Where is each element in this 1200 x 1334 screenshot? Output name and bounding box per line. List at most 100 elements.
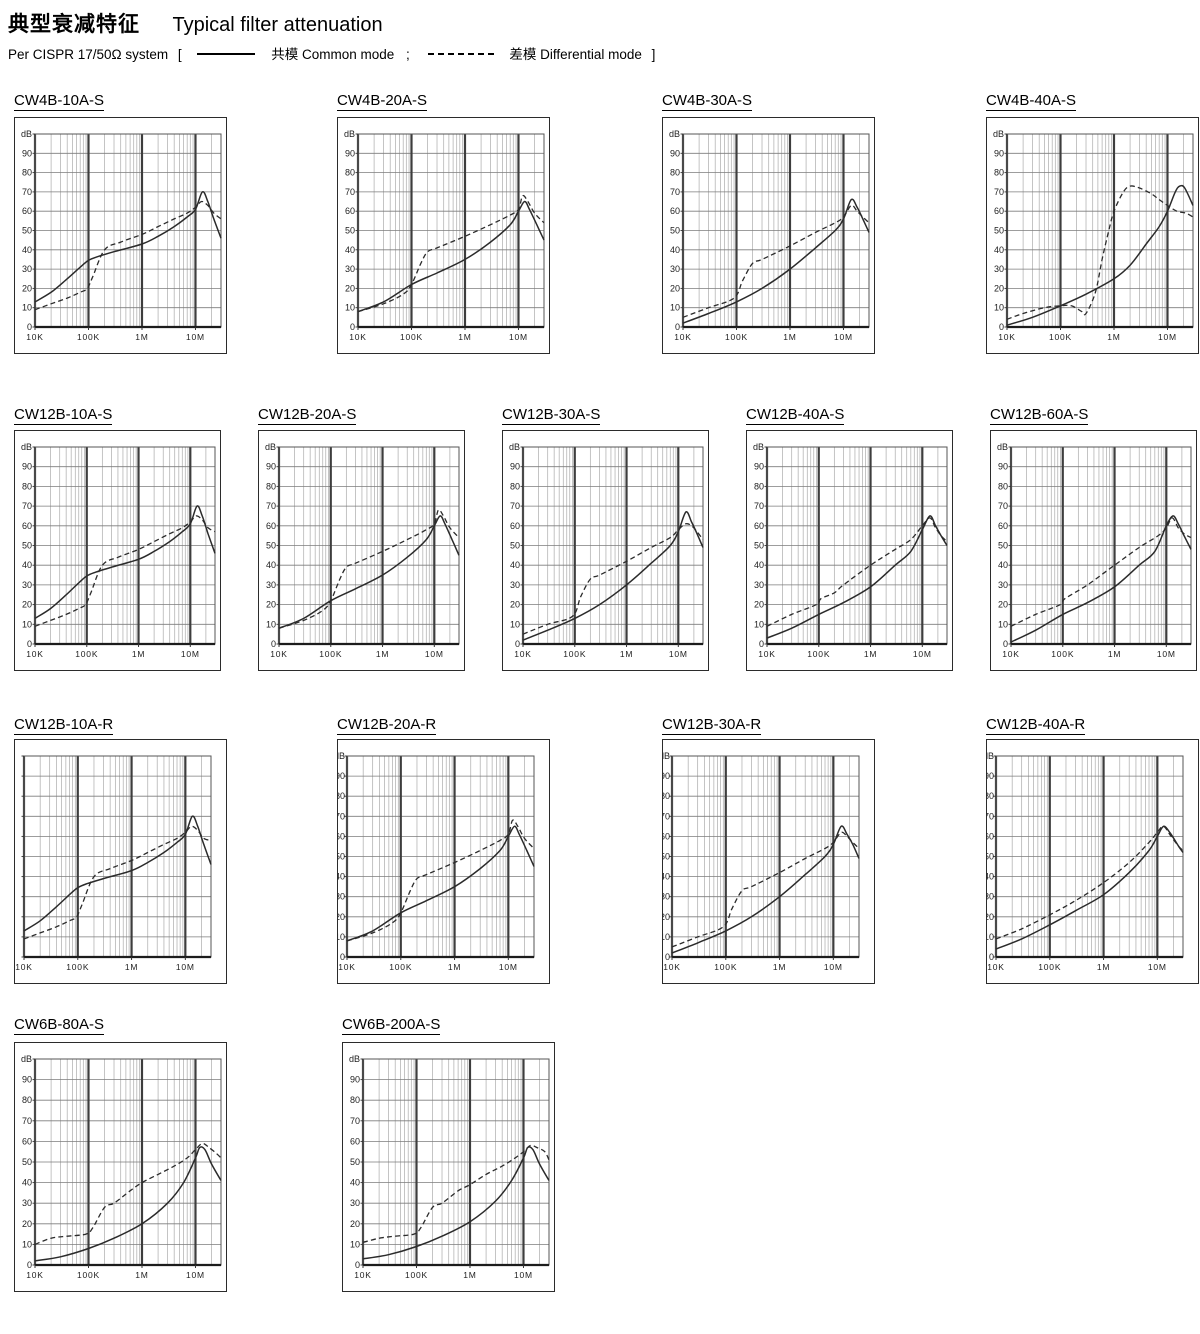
y-tick-label: 90 (22, 148, 32, 158)
chart-title: CW4B-10A-S (14, 92, 105, 111)
y-tick-label: 60 (754, 521, 764, 531)
y-tick-label: 80 (754, 481, 764, 491)
y-tick-label: 40 (350, 1178, 360, 1188)
y-tick-label: 60 (22, 1136, 32, 1146)
common-mode-curve (357, 200, 545, 313)
y-tick-label: 60 (266, 521, 276, 531)
x-tick-label: 100K (400, 332, 423, 342)
y-tick-label: 70 (994, 187, 1004, 197)
x-tick-label: 10M (509, 332, 528, 342)
differential-mode-curve (346, 819, 535, 942)
y-tick-label: 60 (663, 831, 670, 841)
x-tick-label: 10M (824, 962, 843, 972)
x-tick-label: 1M (448, 962, 461, 972)
differential-mode-curve (34, 515, 216, 627)
y-tick-label: 80 (22, 1095, 32, 1105)
x-tick-label: 1M (463, 1270, 476, 1280)
y-tick-label: 10 (994, 303, 1004, 313)
chart-title: CW12B-30A-S (502, 406, 601, 425)
y-tick-label: 10 (663, 932, 670, 942)
y-tick-label: 0 (355, 1260, 360, 1270)
y-tick-label: 40 (663, 872, 670, 882)
chart-cw12b-10a-s: CW12B-10A-S dB 90 80 70 60 50 40 30 20 10 0 10K 100K 1… (14, 406, 221, 671)
y-tick-label: 80 (670, 168, 680, 178)
y-tick-label: 30 (754, 580, 764, 590)
chart-title: CW12B-60A-S (990, 406, 1089, 425)
y-tick-label: 60 (510, 521, 520, 531)
y-tick-label: 40 (994, 245, 1004, 255)
y-tick-label: 90 (22, 462, 32, 472)
y-tick-label: 20 (987, 912, 994, 922)
y-tick-label: dB (265, 442, 276, 452)
x-tick-label: 100K (66, 962, 89, 972)
common-mode-curve (34, 1146, 222, 1262)
y-tick-label: 0 (759, 639, 764, 649)
x-tick-label: 10M (1158, 332, 1177, 342)
differential-mode-label: 差模 Differential mode (509, 47, 642, 62)
y-tick-label: 80 (345, 168, 355, 178)
y-tick-label: 30 (22, 1198, 32, 1208)
y-tick-label: 80 (510, 481, 520, 491)
y-tick-label: 10 (510, 619, 520, 629)
y-tick-label: 20 (754, 600, 764, 610)
y-tick-label: 80 (987, 791, 994, 801)
y-tick-label: 50 (663, 852, 670, 862)
y-tick-label: 90 (350, 1075, 360, 1085)
differential-mode-curve (278, 509, 460, 629)
y-tick-label: dB (663, 751, 670, 761)
y-tick-label: 90 (22, 1075, 32, 1085)
x-tick-label: 1M (135, 1270, 148, 1280)
y-tick-label: 40 (987, 872, 994, 882)
y-tick-label: 80 (338, 791, 345, 801)
common-mode-curve (362, 1146, 550, 1260)
y-tick-label: 10 (22, 619, 32, 629)
y-tick-label: 70 (266, 501, 276, 511)
x-tick-label: 10M (514, 1270, 533, 1280)
y-tick-label: 0 (999, 322, 1004, 332)
common-mode-curve (346, 825, 535, 942)
common-mode-curve (671, 825, 860, 954)
y-tick-label: 60 (994, 206, 1004, 216)
y-tick-label: dB (997, 442, 1008, 452)
differential-mode-curve (357, 194, 545, 313)
y-tick-label: 10 (22, 1239, 32, 1249)
x-tick-label: 10M (186, 332, 205, 342)
y-tick-label: dB (753, 442, 764, 452)
common-mode-curve (1006, 184, 1194, 326)
x-tick-label: 100K (77, 1270, 100, 1280)
y-tick-label: 50 (350, 1157, 360, 1167)
y-tick-label: 30 (22, 264, 32, 274)
y-tick-label: 10 (670, 303, 680, 313)
y-tick-label: 30 (345, 264, 355, 274)
chart-cw12b-10a-r: CW12B-10A-RdB908070605040302010010K100K1… (14, 716, 227, 984)
y-tick-label: 0 (27, 1260, 32, 1270)
y-tick-label: 10 (338, 932, 345, 942)
y-tick-label: 70 (670, 187, 680, 197)
y-tick-label: 20 (22, 283, 32, 293)
y-tick-label: 50 (754, 541, 764, 551)
x-tick-label: 10M (186, 1270, 205, 1280)
y-tick-label: 40 (22, 245, 32, 255)
x-tick-label: 10M (669, 649, 688, 659)
y-tick-label: 50 (22, 1157, 32, 1167)
y-tick-label: 50 (670, 226, 680, 236)
y-tick-label: 20 (345, 283, 355, 293)
x-tick-label: 1M (1107, 332, 1120, 342)
x-tick-label: 10M (499, 962, 518, 972)
y-tick-label: 30 (338, 892, 345, 902)
